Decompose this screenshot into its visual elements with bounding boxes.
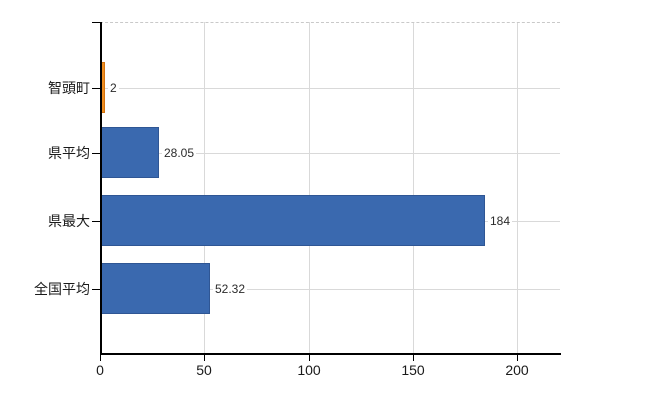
bar bbox=[101, 127, 159, 178]
category-label: 県平均 bbox=[48, 145, 90, 161]
category-tick bbox=[92, 153, 100, 154]
v-gridline bbox=[204, 22, 205, 353]
category-label: 県最大 bbox=[48, 213, 90, 229]
x-axis-tick bbox=[204, 355, 205, 361]
category-tick bbox=[92, 289, 100, 290]
x-axis-tick bbox=[413, 355, 414, 361]
bar-value-label: 52.32 bbox=[213, 282, 248, 296]
plot-top-border bbox=[100, 22, 560, 23]
bar-value-label: 184 bbox=[488, 214, 513, 228]
category-tick bbox=[92, 88, 100, 89]
x-axis-tick-label: 200 bbox=[505, 362, 529, 378]
category-label: 智頭町 bbox=[48, 80, 90, 96]
h-gridline bbox=[101, 88, 560, 89]
x-axis-tick bbox=[100, 355, 101, 361]
v-gridline bbox=[517, 22, 518, 353]
category-label: 全国平均 bbox=[34, 281, 90, 297]
x-axis-tick-label: 100 bbox=[297, 362, 321, 378]
h-gridline bbox=[101, 153, 560, 154]
x-axis-tick-label: 50 bbox=[196, 362, 212, 378]
v-gridline bbox=[309, 22, 310, 353]
v-gridline bbox=[413, 22, 414, 353]
x-axis-tick-label: 150 bbox=[401, 362, 425, 378]
h-gridline bbox=[101, 289, 560, 290]
y-axis-line bbox=[100, 22, 102, 353]
x-axis-tick bbox=[517, 355, 518, 361]
bar-value-label: 2 bbox=[108, 81, 119, 95]
bar bbox=[101, 195, 485, 246]
x-axis-tick-label: 0 bbox=[96, 362, 104, 378]
category-tick bbox=[92, 221, 100, 222]
x-axis-line bbox=[100, 353, 561, 355]
x-axis-tick bbox=[309, 355, 310, 361]
y-axis-end-tick bbox=[92, 22, 100, 23]
bar-value-label: 28.05 bbox=[162, 146, 197, 160]
bar bbox=[101, 263, 210, 314]
